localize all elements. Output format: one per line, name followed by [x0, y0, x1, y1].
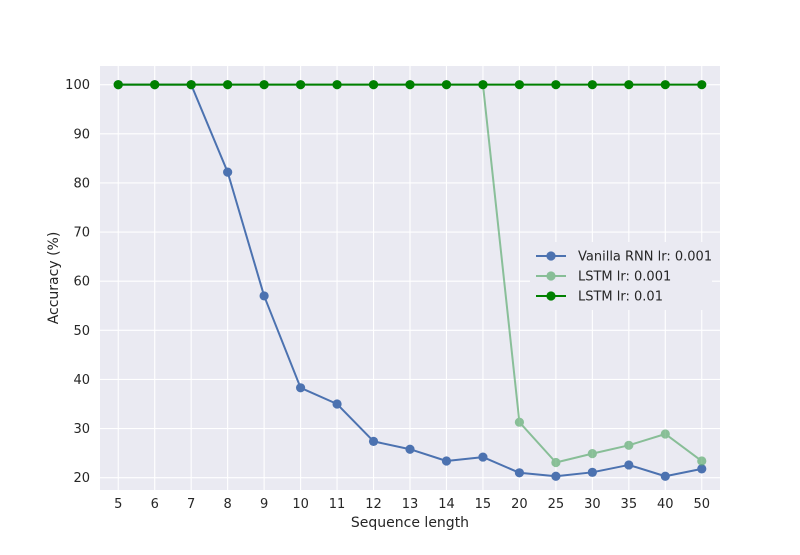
data-point [223, 167, 233, 177]
data-point [551, 471, 561, 481]
legend-label: LSTM lr: 0.001 [578, 270, 671, 285]
y-tick-label: 30 [73, 422, 90, 437]
x-tick-label: 30 [584, 497, 601, 512]
x-tick-label: 10 [292, 497, 309, 512]
data-point [478, 452, 488, 462]
x-tick-label: 8 [224, 497, 232, 512]
data-point [295, 80, 306, 90]
data-point [624, 460, 634, 470]
y-tick-label: 100 [65, 78, 90, 93]
data-point [514, 468, 525, 478]
data-point [259, 291, 269, 301]
x-tick-label: 12 [365, 497, 382, 512]
y-tick-label: 80 [73, 176, 90, 191]
legend-label: LSTM lr: 0.01 [578, 290, 663, 305]
legend-marker [546, 251, 556, 261]
data-point [441, 80, 452, 90]
legend: Vanilla RNN lr: 0.001 LSTM lr: 0.001 LSTM … [530, 242, 712, 310]
legend-label: Vanilla RNN lr: 0.001 [578, 250, 712, 265]
x-tick-label: 15 [475, 497, 492, 512]
data-point [624, 80, 634, 90]
y-tick-label: 70 [73, 226, 90, 241]
data-point [478, 80, 488, 90]
x-tick-label: 20 [511, 497, 528, 512]
data-point [295, 383, 306, 393]
data-point [660, 80, 670, 90]
y-tick-label: 60 [73, 275, 90, 290]
data-point [551, 457, 561, 468]
data-point [697, 456, 707, 466]
x-tick-label: 35 [621, 497, 638, 512]
data-point [405, 80, 415, 90]
legend-item [536, 251, 566, 261]
x-tick-label: 9 [260, 497, 268, 512]
data-point [259, 80, 269, 90]
data-point [624, 440, 634, 450]
data-point [514, 80, 525, 90]
data-point [113, 80, 123, 90]
y-tick-labels: 20 30 40 50 60 70 80 90 100 [65, 78, 90, 486]
data-point [551, 80, 561, 90]
x-tick-label: 13 [402, 497, 419, 512]
data-point [587, 449, 597, 459]
data-point [660, 429, 670, 439]
x-tick-label: 11 [329, 497, 346, 512]
data-point [660, 471, 670, 481]
x-tick-label: 6 [151, 497, 159, 512]
legend-item [536, 291, 566, 301]
data-point [368, 436, 379, 446]
data-point [587, 80, 597, 90]
y-tick-label: 40 [73, 373, 90, 388]
x-tick-label: 7 [187, 497, 195, 512]
x-tick-label: 50 [693, 497, 710, 512]
data-point [332, 80, 342, 90]
x-axis-title: Sequence length [351, 515, 469, 531]
data-point [587, 467, 597, 477]
data-point [223, 80, 233, 90]
legend-marker [546, 271, 556, 281]
y-tick-label: 90 [73, 127, 90, 142]
data-point [150, 80, 160, 90]
data-point [405, 444, 415, 454]
data-point [332, 399, 342, 409]
data-point [368, 80, 379, 90]
legend-marker [546, 291, 556, 301]
data-point [441, 456, 452, 466]
data-point [186, 80, 196, 90]
y-tick-label: 50 [73, 324, 90, 339]
x-tick-labels: 5 6 7 8 9 10 11 12 13 14 15 20 25 30 35 40 50 [114, 497, 710, 512]
data-point [697, 80, 707, 90]
x-tick-label: 14 [438, 497, 455, 512]
legend-item [536, 271, 566, 281]
x-tick-label: 40 [657, 497, 674, 512]
y-tick-label: 20 [73, 471, 90, 486]
data-point [514, 417, 525, 427]
data-point [697, 464, 707, 474]
series-layer [113, 80, 707, 481]
x-tick-label: 25 [548, 497, 565, 512]
series-3 [113, 80, 707, 90]
x-tick-label: 5 [114, 497, 122, 512]
y-axis-title: Accuracy (%) [46, 232, 62, 325]
